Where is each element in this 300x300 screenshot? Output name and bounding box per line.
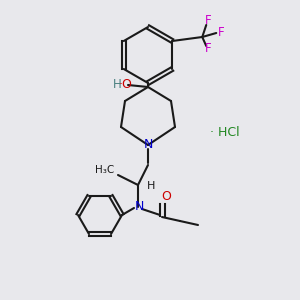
Text: F: F (218, 26, 225, 40)
Text: N: N (134, 200, 144, 214)
Text: N: N (143, 139, 153, 152)
Text: H: H (147, 181, 155, 191)
Text: F: F (205, 43, 211, 56)
Text: · HCl: · HCl (210, 125, 240, 139)
Text: H: H (112, 77, 122, 91)
Text: ·O: ·O (119, 77, 133, 91)
Text: F: F (205, 14, 211, 28)
Text: H₃C: H₃C (95, 165, 114, 175)
Text: O: O (161, 190, 171, 203)
